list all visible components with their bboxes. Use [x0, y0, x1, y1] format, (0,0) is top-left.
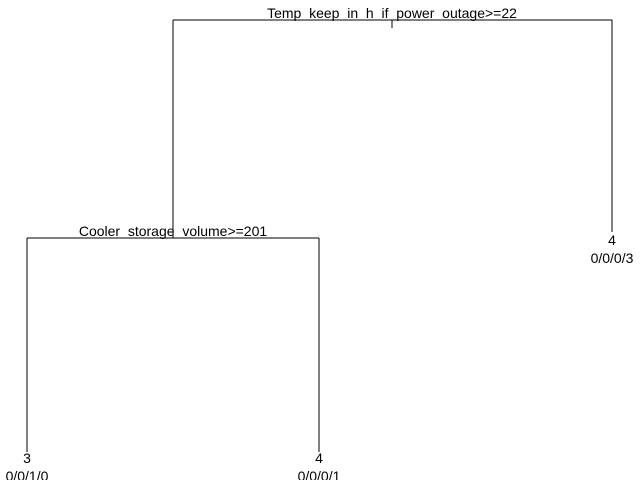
leaf-1-class: 3: [23, 450, 31, 466]
leaf-3-class: 4: [608, 232, 616, 248]
leaf-3-counts: 0/0/0/3: [591, 250, 634, 266]
root-split-label: Temp keep in h if power outage>=22: [267, 5, 517, 21]
child-split-label: Cooler storage volume>=201: [79, 223, 268, 239]
leaf-2-class: 4: [315, 450, 323, 466]
leaf-2-counts: 0/0/0/1: [298, 468, 341, 480]
leaf-1-counts: 0/0/1/0: [6, 468, 49, 480]
